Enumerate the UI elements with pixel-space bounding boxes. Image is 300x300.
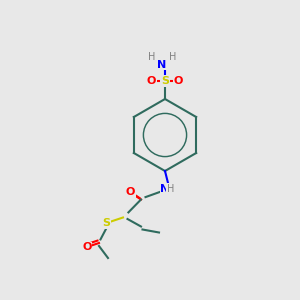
Text: S: S bbox=[161, 76, 169, 86]
Text: O: O bbox=[147, 76, 156, 86]
Text: N: N bbox=[157, 59, 166, 70]
Text: O: O bbox=[126, 187, 135, 197]
Text: N: N bbox=[160, 184, 169, 194]
Text: H: H bbox=[148, 52, 155, 62]
Text: H: H bbox=[167, 184, 174, 194]
Text: O: O bbox=[174, 76, 183, 86]
Text: H: H bbox=[169, 52, 176, 62]
Text: S: S bbox=[103, 218, 110, 229]
Text: O: O bbox=[82, 242, 92, 253]
